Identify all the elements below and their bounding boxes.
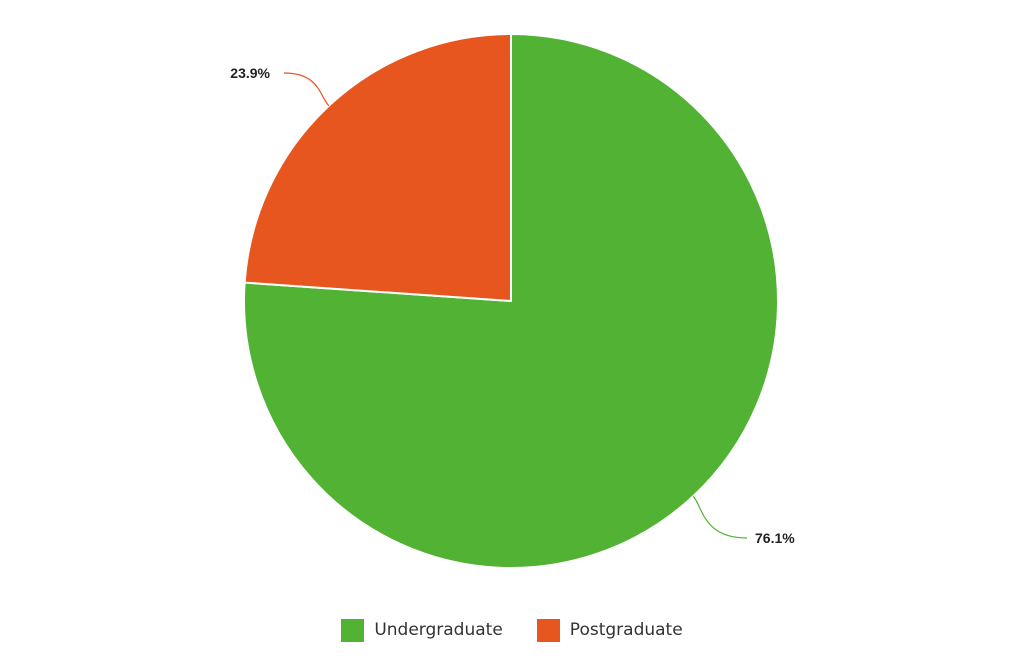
legend-swatch-undergraduate bbox=[341, 618, 365, 642]
leader-lines bbox=[283, 72, 748, 539]
legend-item-undergraduate[interactable]: Undergraduate bbox=[341, 618, 503, 642]
pie-slice-postgraduate[interactable] bbox=[243, 33, 512, 302]
chart-legend: Undergraduate Postgraduate bbox=[0, 614, 1024, 646]
data-labels: 76.1% 23.9% bbox=[230, 65, 795, 546]
legend-label-postgraduate: Postgraduate bbox=[569, 620, 683, 640]
data-label-undergraduate: 76.1% bbox=[755, 530, 795, 546]
pie-slices bbox=[243, 33, 779, 569]
legend-label-undergraduate: Undergraduate bbox=[374, 620, 503, 640]
legend-item-postgraduate[interactable]: Postgraduate bbox=[536, 618, 683, 642]
data-label-postgraduate: 23.9% bbox=[230, 65, 270, 81]
legend-swatch-postgraduate bbox=[536, 618, 560, 642]
leader-line-undergraduate bbox=[692, 495, 748, 539]
leader-line-postgraduate bbox=[283, 72, 330, 107]
